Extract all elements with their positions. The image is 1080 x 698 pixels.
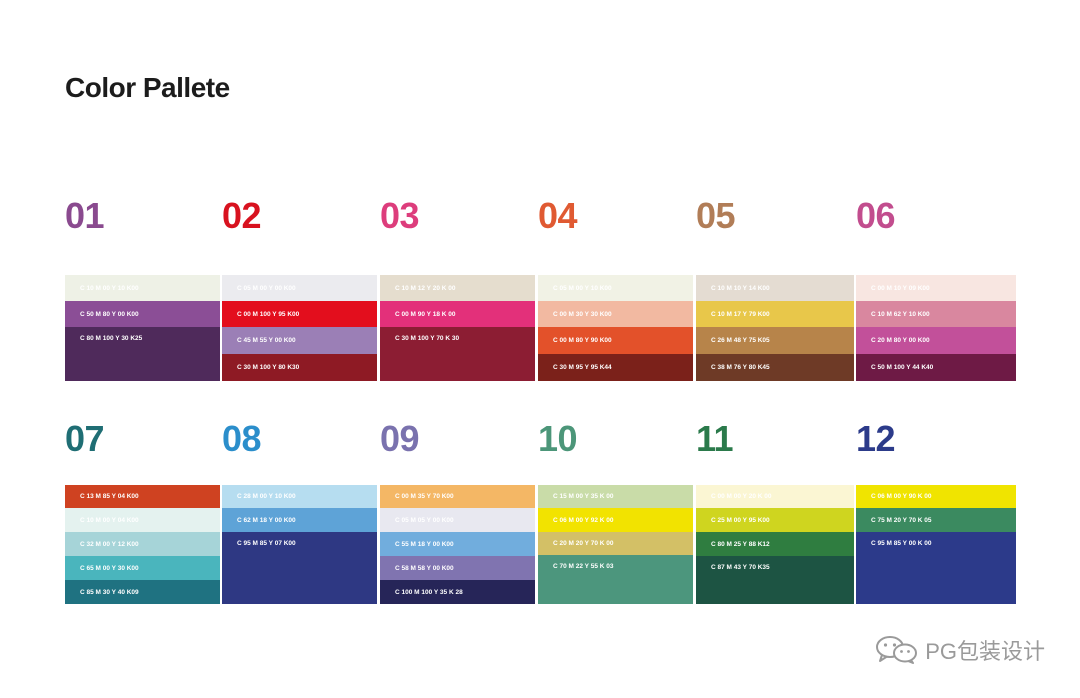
palette-number: 10	[538, 418, 578, 459]
swatch-stack: C 06 M 00 Y 90 K 00 C 75 M 20 Y 70 K 05 C …	[856, 485, 1016, 604]
palette-number: 09	[380, 418, 420, 459]
palette-number: 08	[222, 418, 262, 459]
color-swatch: C 65 M 00 Y 30 K00	[65, 556, 220, 580]
palette-number: 07	[65, 418, 105, 459]
palette-number: 11	[696, 418, 734, 459]
color-swatch: C 13 M 85 Y 04 K00	[65, 485, 220, 508]
color-swatch: C 95 M 85 Y 00 K 00	[856, 532, 1016, 604]
swatch-stack: C 10 M 12 Y 20 K 00 C 00 M 90 Y 18 K 00 C …	[380, 275, 535, 381]
watermark: PG包装设计	[875, 634, 1045, 666]
page-title: Color Pallete	[65, 72, 230, 103]
wechat-icon	[876, 636, 918, 664]
color-swatch: C 80 M 100 Y 30 K25	[65, 327, 220, 381]
swatch-stack: C 00 M 00 Y 20 K 00 C 25 M 00 Y 95 K00 C 8…	[696, 485, 854, 604]
palette-number: 02	[222, 195, 262, 236]
color-swatch: C 06 M 00 Y 90 K 00	[856, 485, 1016, 508]
color-swatch: C 85 M 30 Y 40 K09	[65, 580, 220, 604]
color-swatch: C 58 M 58 Y 00 K00	[380, 556, 535, 580]
color-swatch: C 100 M 100 Y 35 K 28	[380, 580, 535, 604]
color-swatch: C 20 M 80 Y 00 K00	[856, 327, 1016, 354]
color-swatch: C 10 M 62 Y 10 K00	[856, 301, 1016, 327]
color-swatch: C 10 M 10 Y 14 K00	[696, 275, 854, 301]
color-swatch: C 00 M 35 Y 70 K00	[380, 485, 535, 508]
palette-number: 01	[65, 195, 105, 236]
color-swatch: C 75 M 20 Y 70 K 05	[856, 508, 1016, 532]
color-swatch: C 00 M 80 Y 90 K00	[538, 327, 693, 354]
watermark-text: PG包装设计	[925, 639, 1045, 664]
color-swatch: C 50 M 100 Y 44 K40	[856, 354, 1016, 381]
color-swatch: C 10 M 12 Y 20 K 00	[380, 275, 535, 301]
color-swatch: C 32 M 00 Y 12 K00	[65, 532, 220, 556]
palette-number: 12	[856, 418, 896, 459]
swatch-stack: C 10 M 10 Y 14 K00 C 10 M 17 Y 79 K00 C 26…	[696, 275, 854, 381]
palette-number: 05	[696, 195, 736, 236]
color-swatch: C 30 M 100 Y 80 K30	[222, 354, 377, 381]
color-swatch: C 10 M 00 Y 04 K00	[65, 508, 220, 532]
color-swatch: C 10 M 17 Y 79 K00	[696, 301, 854, 327]
swatch-stack: C 28 M 00 Y 10 K00 C 62 M 18 Y 00 K00 C 95…	[222, 485, 377, 604]
color-swatch: C 20 M 20 Y 70 K 00	[538, 532, 693, 555]
color-swatch: C 05 M 00 Y 00 K00	[222, 275, 377, 301]
color-swatch: C 00 M 100 Y 95 K00	[222, 301, 377, 327]
color-swatch: C 80 M 25 Y 88 K12	[696, 532, 854, 556]
swatch-stack: C 10 M 00 Y 10 K00 C 50 M 80 Y 00 K00 C 80…	[65, 275, 220, 381]
color-swatch: C 50 M 80 Y 00 K00	[65, 301, 220, 327]
swatch-stack: C 00 M 10 Y 09 K00 C 10 M 62 Y 10 K00 C 20…	[856, 275, 1016, 381]
color-swatch: C 30 M 95 Y 95 K44	[538, 354, 693, 381]
swatch-stack: C 13 M 85 Y 04 K00 C 10 M 00 Y 04 K00 C 32…	[65, 485, 220, 604]
color-swatch: C 45 M 55 Y 00 K00	[222, 327, 377, 354]
swatch-stack: C 15 M 00 Y 35 K 00 C 06 M 00 Y 92 K 00 C …	[538, 485, 693, 604]
palette-number: 04	[538, 195, 578, 236]
swatch-stack: C 05 M 00 Y 10 K00 C 00 M 30 Y 30 K00 C 00…	[538, 275, 693, 381]
color-swatch: C 15 M 00 Y 35 K 00	[538, 485, 693, 508]
color-swatch: C 25 M 00 Y 95 K00	[696, 508, 854, 532]
color-swatch: C 26 M 48 Y 75 K05	[696, 327, 854, 354]
palette-number: 06	[856, 195, 896, 236]
color-swatch: C 00 M 30 Y 30 K00	[538, 301, 693, 327]
color-swatch: C 00 M 00 Y 20 K 00	[696, 485, 854, 508]
color-swatch: C 38 M 76 Y 80 K45	[696, 354, 854, 381]
color-swatch: C 05 M 00 Y 10 K00	[538, 275, 693, 301]
swatch-stack: C 00 M 35 Y 70 K00 C 05 M 05 Y 00 K00 C 55…	[380, 485, 535, 604]
color-swatch: C 28 M 00 Y 10 K00	[222, 485, 377, 508]
color-swatch: C 62 M 18 Y 00 K00	[222, 508, 377, 532]
color-swatch: C 00 M 90 Y 18 K 00	[380, 301, 535, 327]
color-swatch: C 05 M 05 Y 00 K00	[380, 508, 535, 532]
color-swatch: C 00 M 10 Y 09 K00	[856, 275, 1016, 301]
color-swatch: C 87 M 43 Y 70 K35	[696, 556, 854, 604]
palette-number: 03	[380, 195, 420, 236]
color-swatch: C 06 M 00 Y 92 K 00	[538, 508, 693, 532]
color-swatch: C 70 M 22 Y 55 K 03	[538, 555, 693, 604]
color-swatch: C 10 M 00 Y 10 K00	[65, 275, 220, 301]
color-swatch: C 95 M 85 Y 07 K00	[222, 532, 377, 604]
swatch-stack: C 05 M 00 Y 00 K00 C 00 M 100 Y 95 K00 C 4…	[222, 275, 377, 381]
color-swatch: C 30 M 100 Y 70 K 30	[380, 327, 535, 381]
color-swatch: C 55 M 18 Y 00 K00	[380, 532, 535, 556]
